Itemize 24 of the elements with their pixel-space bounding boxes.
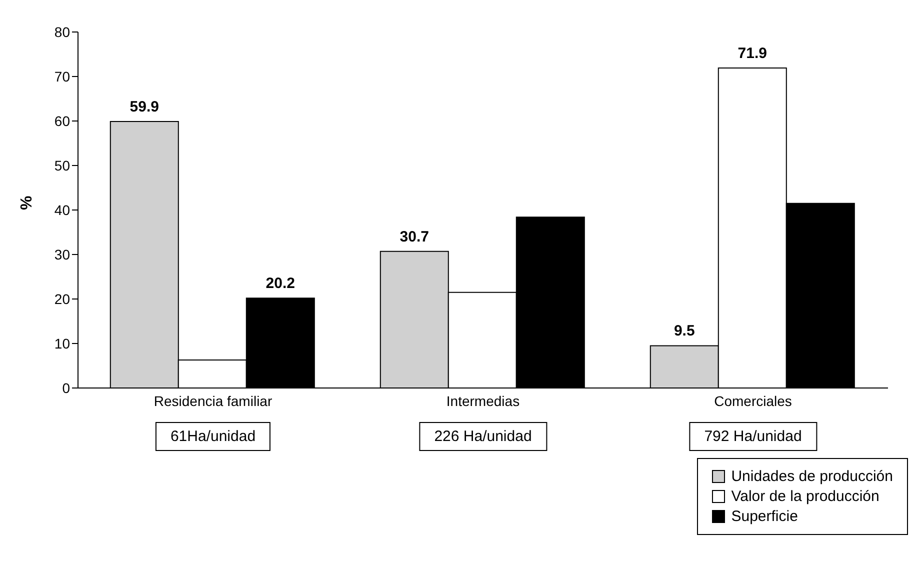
text: 226 Ha/unidad [419, 422, 547, 451]
y-tick-label: 70 [54, 68, 70, 84]
y-tick-label: 40 [54, 202, 70, 218]
data-label: 9.5 [674, 322, 695, 340]
legend-label: Unidades de producción [731, 468, 893, 485]
data-label: 71.9 [738, 45, 767, 62]
y-tick-label: 20 [54, 290, 70, 307]
y-tick-label: 80 [54, 24, 70, 40]
y-tick-label: 60 [54, 112, 70, 129]
x-tick-label: Residencia familiar [154, 392, 272, 409]
y-tick-label: 30 [54, 246, 70, 262]
data-label: 20.2 [266, 275, 295, 292]
x-tick-label: Comerciales [714, 392, 792, 409]
y-tick-label: 10 [54, 335, 70, 352]
y-tick-label: 50 [54, 157, 70, 174]
data-label: 30.7 [400, 228, 429, 246]
legend-label: Superficie [731, 508, 798, 525]
text: 61Ha/unidad [155, 422, 271, 451]
data-label: 59.9 [130, 98, 159, 116]
legend-label: Valor de la producción [731, 488, 880, 505]
y-tick-label: 0 [62, 380, 70, 396]
text: 792 Ha/unidad [689, 422, 817, 451]
x-tick-label: Intermedias [446, 392, 520, 409]
y-axis-title: % [18, 196, 36, 210]
